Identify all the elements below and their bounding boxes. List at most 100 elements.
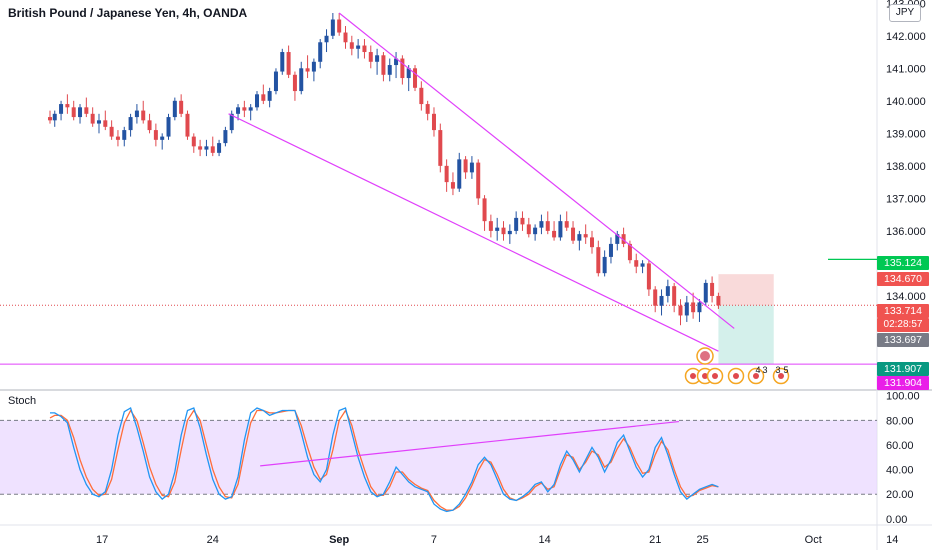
time-tick-label: 25	[696, 534, 708, 546]
candle-body	[90, 113, 95, 124]
price-tick-label: 139.000	[886, 128, 926, 140]
candle-body	[286, 52, 291, 75]
price-tick-label: 138.000	[886, 161, 926, 173]
stoch-indicator-label[interactable]: Stoch	[8, 395, 37, 407]
candle-body	[223, 130, 228, 144]
channel-lower-line[interactable]	[228, 113, 719, 352]
candle-body	[204, 146, 209, 150]
gray-level-tag: 133.697	[877, 333, 929, 347]
candle-body	[103, 120, 108, 127]
event-marker-icon	[712, 373, 718, 379]
countdown-tag: 02:28:57	[877, 318, 929, 332]
symbol-title: British Pound / Japanese Yen, 4h, OANDA	[8, 6, 248, 20]
candle-body	[716, 295, 721, 306]
candle-body	[210, 146, 215, 153]
event-count-label: 5	[783, 365, 788, 375]
candle-body	[343, 32, 348, 43]
candle-body	[590, 237, 595, 248]
stop-loss-zone[interactable]	[718, 274, 774, 306]
candle-body	[583, 234, 588, 238]
stoch-band	[0, 420, 877, 495]
candle-body	[65, 104, 70, 108]
magenta-level-tag: 131.904	[877, 376, 929, 390]
candle-body	[84, 107, 89, 114]
stoch-tick-label: 80.00	[886, 415, 914, 427]
candle-body	[533, 227, 538, 235]
stoch-tick-label: 20.00	[886, 489, 914, 501]
time-tick-label: 14	[538, 534, 550, 546]
candle-body	[526, 224, 531, 235]
candle-body	[255, 94, 260, 108]
candle-body	[48, 117, 52, 121]
candle-body	[59, 104, 64, 114]
uk-flag-event-icon	[700, 351, 710, 361]
candle-body	[697, 302, 702, 313]
candle-body	[400, 58, 405, 79]
candle-body	[653, 289, 658, 306]
channel-upper-line[interactable]	[338, 12, 735, 329]
candle-body	[160, 136, 165, 140]
candle-body	[248, 107, 253, 111]
candle-body	[172, 100, 177, 118]
candle-body	[273, 71, 278, 92]
candle-body	[457, 159, 462, 189]
candle-body	[280, 52, 285, 72]
candle-body	[381, 55, 386, 75]
stoch-trendline[interactable]	[260, 420, 679, 467]
candle-body	[514, 217, 519, 231]
candle-body	[191, 136, 196, 147]
time-tick-label: 17	[96, 534, 108, 546]
candle-body	[634, 260, 639, 267]
candle-body	[217, 143, 222, 153]
time-tick-label: 7	[431, 534, 437, 546]
candle-body	[640, 263, 645, 267]
event-count-label: 3	[775, 365, 780, 375]
stoch-tick-label: 40.00	[886, 465, 914, 477]
event-marker-icon	[702, 373, 708, 379]
candle-body	[318, 42, 323, 62]
candle-body	[267, 91, 272, 101]
candle-body	[78, 107, 83, 118]
candle-body	[368, 52, 373, 62]
candle-body	[495, 227, 500, 231]
candle-body	[539, 221, 544, 228]
candle-body	[463, 159, 468, 173]
candle-body	[122, 130, 127, 140]
price-tick-label: 142.000	[886, 31, 926, 43]
candle-body	[166, 117, 171, 137]
candle-body	[413, 68, 418, 88]
candle-body	[406, 68, 411, 79]
uk-flag-event-icon	[690, 373, 696, 379]
currency-button[interactable]: JPY	[889, 4, 921, 22]
candle-body	[450, 182, 455, 189]
candle-body	[179, 100, 184, 114]
candle-body	[703, 282, 708, 303]
candle-body	[128, 117, 133, 131]
candle-body	[444, 165, 449, 183]
candle-body	[571, 227, 576, 241]
candle-body	[659, 295, 664, 306]
candle-body	[387, 65, 392, 75]
price-tick-label: 141.000	[886, 63, 926, 75]
time-tick-label: Oct	[805, 534, 822, 546]
price-tick-label: 137.000	[886, 193, 926, 205]
candle-body	[520, 217, 525, 225]
candle-body	[596, 247, 601, 274]
candle-body	[71, 107, 76, 118]
candle-body	[501, 227, 506, 235]
candle-body	[627, 243, 632, 261]
candle-body	[558, 221, 563, 238]
candle-body	[305, 68, 310, 72]
take-profit-zone[interactable]	[718, 305, 774, 365]
stoch-k-line[interactable]	[50, 407, 719, 513]
stoch-d-line[interactable]	[49, 409, 719, 511]
candle-body	[324, 35, 329, 43]
candle-body	[394, 58, 399, 66]
candle-body	[482, 198, 487, 222]
candle-body	[615, 234, 620, 244]
candle-body	[438, 130, 443, 166]
candle-body	[261, 94, 266, 101]
candle-body	[564, 221, 569, 228]
price-tick-label: 134.000	[886, 291, 926, 303]
